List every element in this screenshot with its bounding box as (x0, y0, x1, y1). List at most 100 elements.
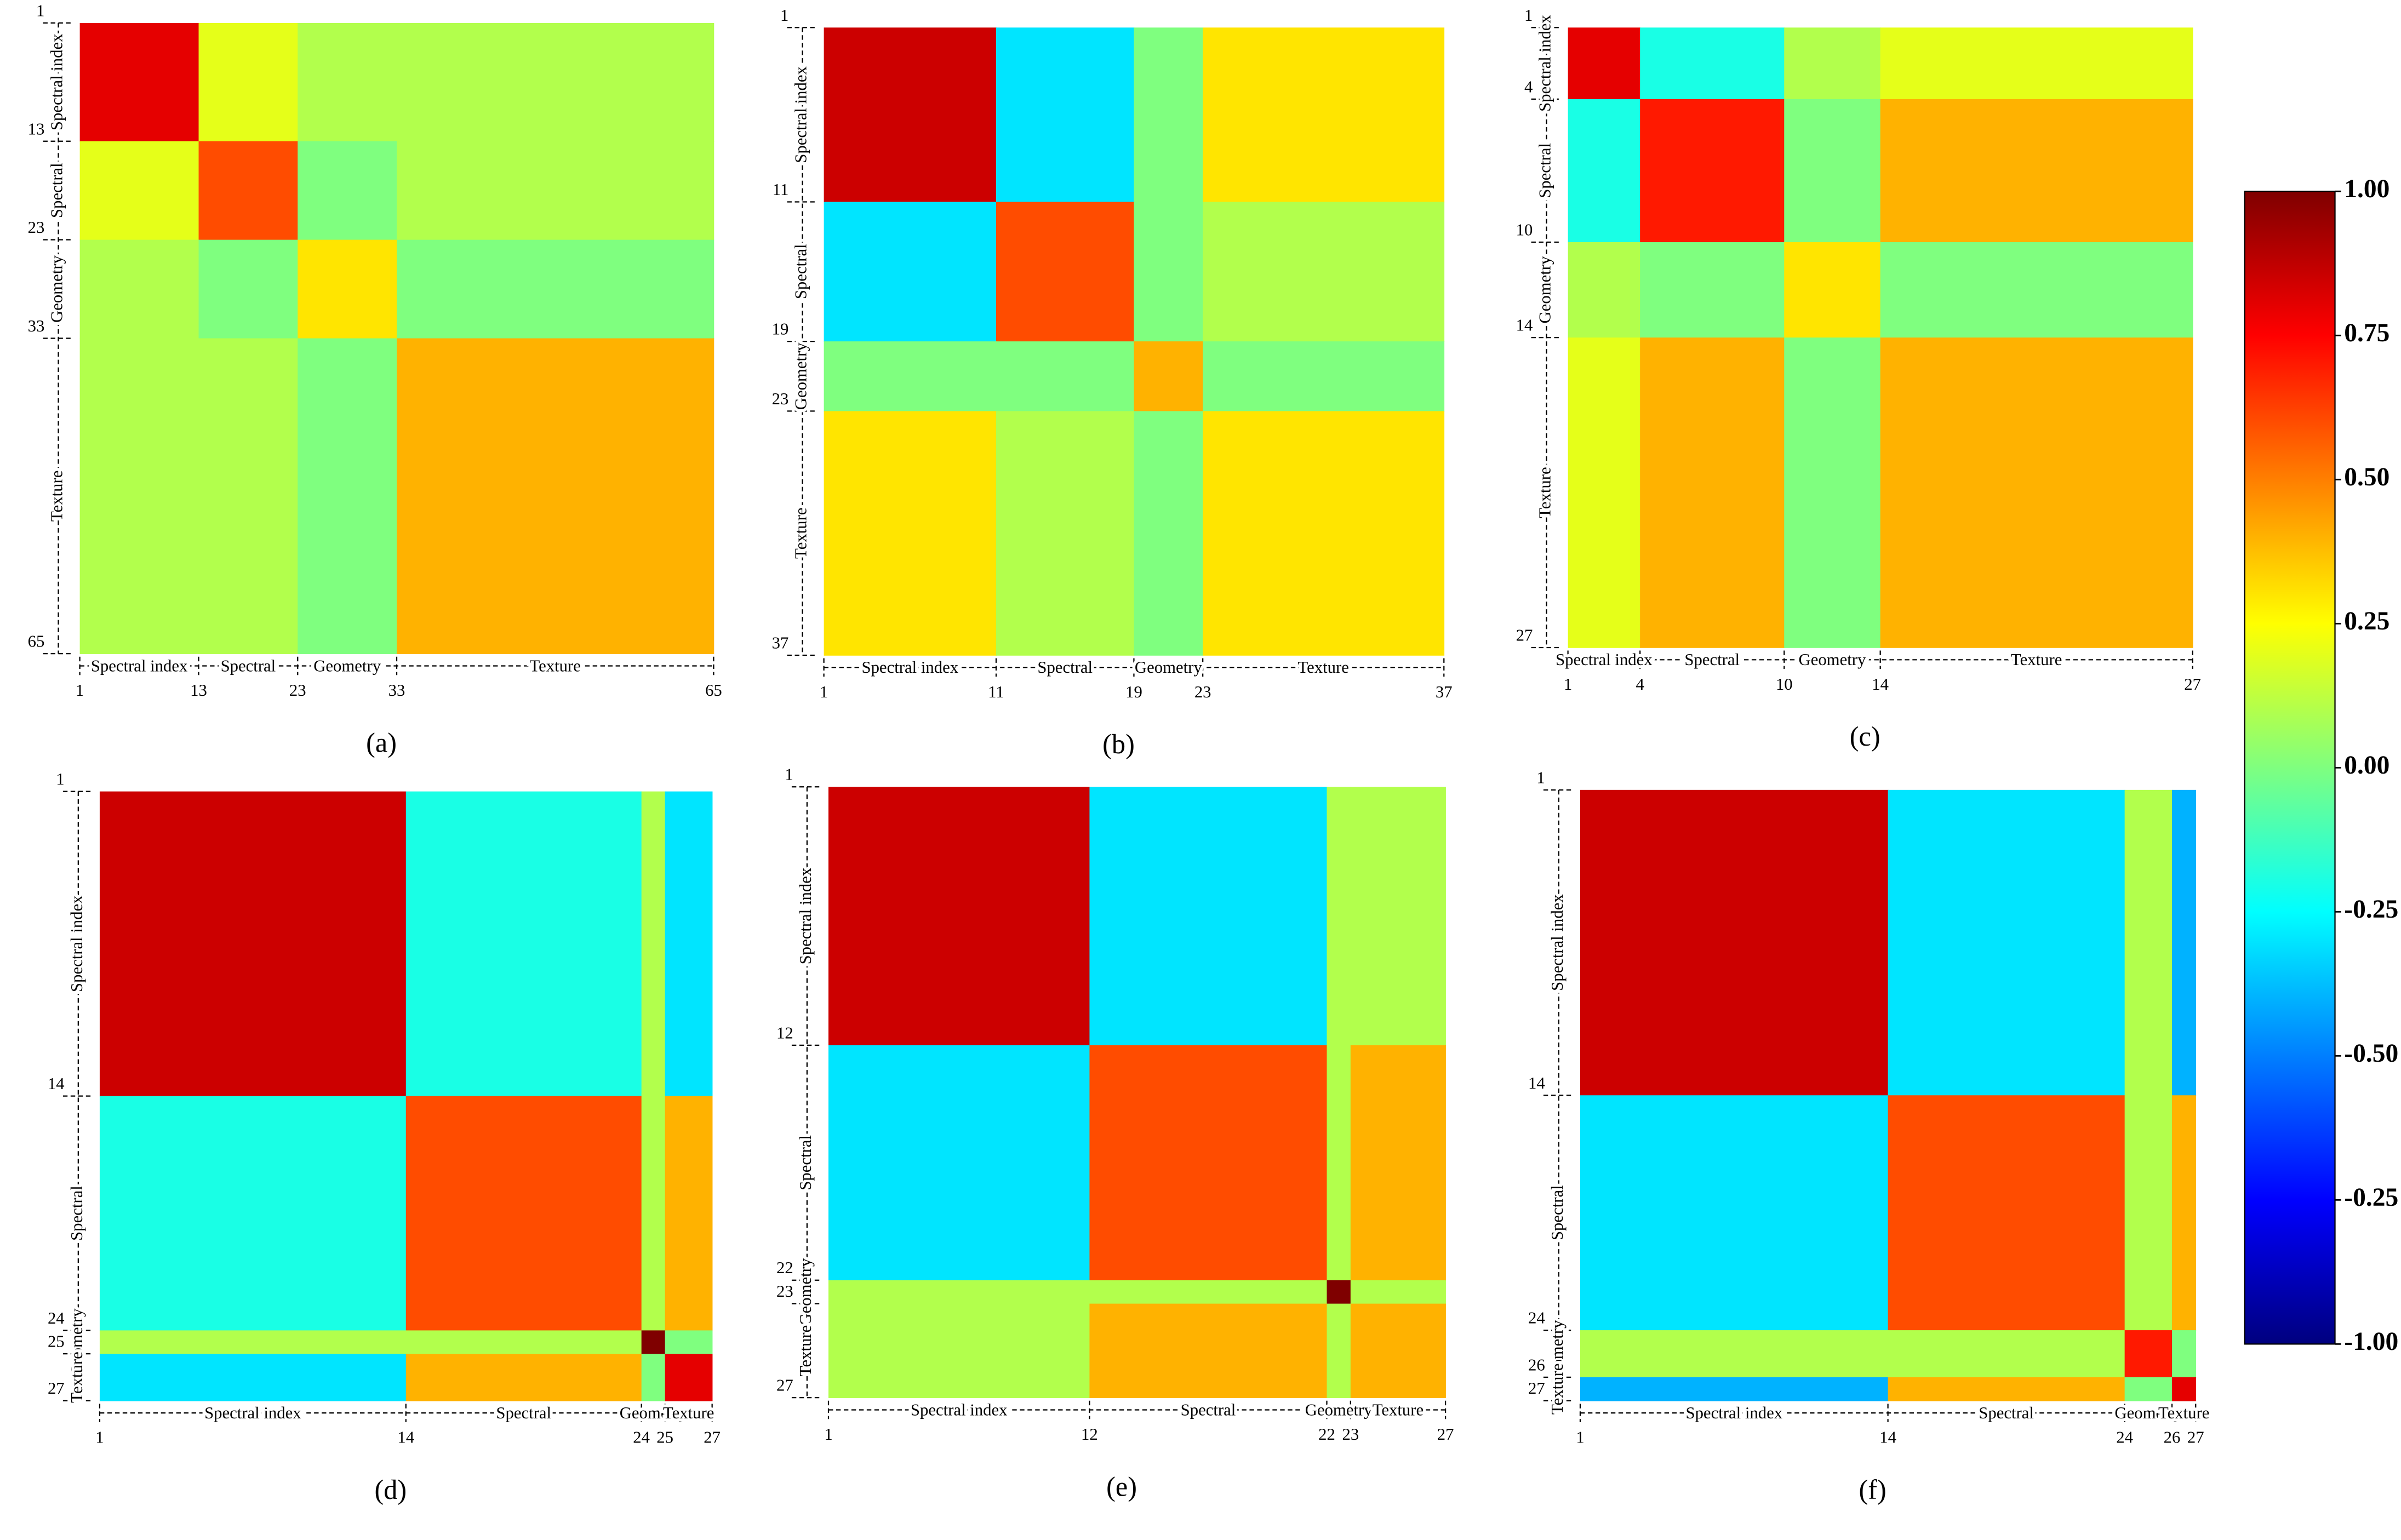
y-tick-label: 1 (1524, 6, 1533, 25)
heatmap-cell (996, 411, 1135, 656)
heatmap-cell (99, 791, 407, 1097)
x-tick-label: 27 (1437, 1425, 1454, 1444)
group-label: Texture (796, 1325, 815, 1376)
group-label: Spectral (1979, 1404, 2034, 1422)
x-tick-label: 65 (705, 681, 722, 700)
x-tick-label: 1 (1564, 675, 1572, 694)
heatmap-cell (397, 22, 714, 142)
heatmap-cell (824, 202, 997, 342)
heatmap-cell (198, 338, 299, 654)
x-tick-label: 27 (2184, 675, 2201, 694)
group-label: Spectral (221, 656, 276, 675)
heatmap-cell (1580, 1377, 1889, 1401)
y-tick-label: 22 (776, 1258, 793, 1277)
heatmap-cell (1203, 411, 1445, 656)
group-label: Spectral index (792, 66, 810, 163)
heatmap-cell (1350, 787, 1446, 1046)
heatmap-cell (1580, 1330, 1889, 1378)
group-label: Spectral (48, 163, 66, 218)
y-tick-label: 14 (1516, 316, 1533, 335)
x-tick-label: 1 (820, 683, 828, 701)
x-tick-label: 1 (1576, 1428, 1584, 1447)
x-tick-label: 1 (824, 1425, 832, 1444)
y-tick-label: 37 (772, 633, 789, 652)
x-tick-label: 27 (704, 1428, 721, 1447)
group-label: Spectral index (911, 1400, 1008, 1419)
x-tick-label: 11 (988, 683, 1004, 701)
group-label: Texture (663, 1404, 714, 1422)
x-tick-label: 23 (289, 681, 306, 700)
panel-label: (f) (1859, 1474, 1886, 1505)
heatmap-cell (1640, 99, 1785, 243)
group-label: Texture (1536, 467, 1554, 518)
heatmap-cell (2172, 789, 2197, 1096)
group-label: Geometry (796, 1258, 815, 1325)
heatmap-cell (1888, 1377, 2125, 1401)
heatmap-cell (2124, 1095, 2173, 1331)
heatmap-cell (1134, 202, 1204, 342)
heatmap-cell (828, 1303, 1090, 1398)
y-tick-label: 11 (773, 180, 789, 199)
heatmap-cell (641, 1096, 666, 1331)
heatmap-cell (641, 1330, 666, 1355)
colorbar-tick-label: 0.25 (2344, 607, 2389, 636)
colorbar-tick-label: 0.50 (2344, 463, 2389, 491)
group-label: Spectral index (1556, 650, 1653, 669)
x-tick-label: 19 (1125, 683, 1142, 701)
heatmap-cell (1640, 27, 1785, 100)
heatmap-cell (1350, 1280, 1446, 1304)
heatmap-cell (665, 1330, 713, 1355)
y-tick-label: 25 (48, 1332, 65, 1351)
group-label: Geometry (1799, 650, 1866, 669)
y-tick-label: 65 (28, 632, 45, 651)
heatmap-cell (99, 1096, 407, 1331)
heatmap-cell (79, 141, 199, 241)
heatmap-cell (298, 22, 397, 142)
colorbar-tick-label: -1.00 (2344, 1327, 2398, 1356)
y-tick-label: 24 (1528, 1309, 1545, 1327)
heatmap-cell (1640, 242, 1785, 338)
group-label: Geometry (2114, 1404, 2182, 1422)
group-label: Geometry (313, 656, 381, 675)
heatmap-cell (298, 338, 397, 654)
y-tick-label: 33 (28, 317, 45, 335)
group-label: Spectral index (67, 895, 86, 992)
y-tick-label: 10 (1516, 221, 1533, 239)
heatmap-cell (1134, 27, 1204, 203)
heatmap-cell (1888, 1095, 2125, 1331)
group-label: Texture (1298, 658, 1349, 677)
heatmap-cell (828, 1045, 1090, 1281)
y-tick-label: 1 (1536, 768, 1545, 787)
x-tick-label: 4 (1636, 675, 1644, 694)
heatmap-cell (1350, 1303, 1446, 1398)
group-label: Spectral (792, 244, 810, 299)
group-label: Geometry (1548, 1320, 1567, 1387)
heatmap-cell (1327, 1303, 1351, 1398)
group-label: Spectral index (91, 656, 188, 675)
y-tick-label: 27 (1516, 626, 1533, 644)
heatmap-cell (99, 1330, 407, 1355)
group-label: Geometry (620, 1404, 687, 1422)
heatmap-cell (298, 239, 397, 339)
heatmap-cell (996, 27, 1135, 203)
heatmap-cell (405, 1096, 642, 1331)
y-tick-label: 26 (1528, 1355, 1545, 1374)
heatmap-cell (1134, 341, 1204, 412)
group-label: Spectral index (1686, 1404, 1783, 1422)
heatmap-cell (1089, 1045, 1328, 1281)
panel-label: (e) (1106, 1471, 1137, 1502)
heatmap-cell (1880, 337, 2193, 648)
group-label: Spectral index (204, 1404, 301, 1422)
group-label: Geometry (1536, 256, 1554, 323)
group-label: Texture (67, 1352, 86, 1402)
y-tick-label: 4 (1524, 77, 1533, 96)
colorbar-tick-label: -0.25 (2344, 895, 2398, 924)
group-label: Spectral index (1536, 15, 1554, 112)
y-tick-label: 14 (1528, 1074, 1545, 1092)
y-tick-label: 27 (48, 1379, 65, 1398)
colorbar-tick-label: 0.00 (2344, 751, 2389, 780)
heatmap-cell (1880, 27, 2193, 100)
heatmap-cell (99, 1354, 407, 1401)
heatmap-cell (1784, 99, 1881, 243)
